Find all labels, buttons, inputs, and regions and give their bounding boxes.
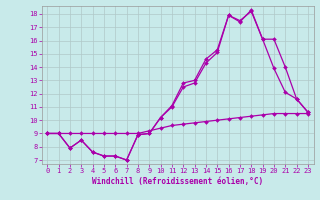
- X-axis label: Windchill (Refroidissement éolien,°C): Windchill (Refroidissement éolien,°C): [92, 177, 263, 186]
